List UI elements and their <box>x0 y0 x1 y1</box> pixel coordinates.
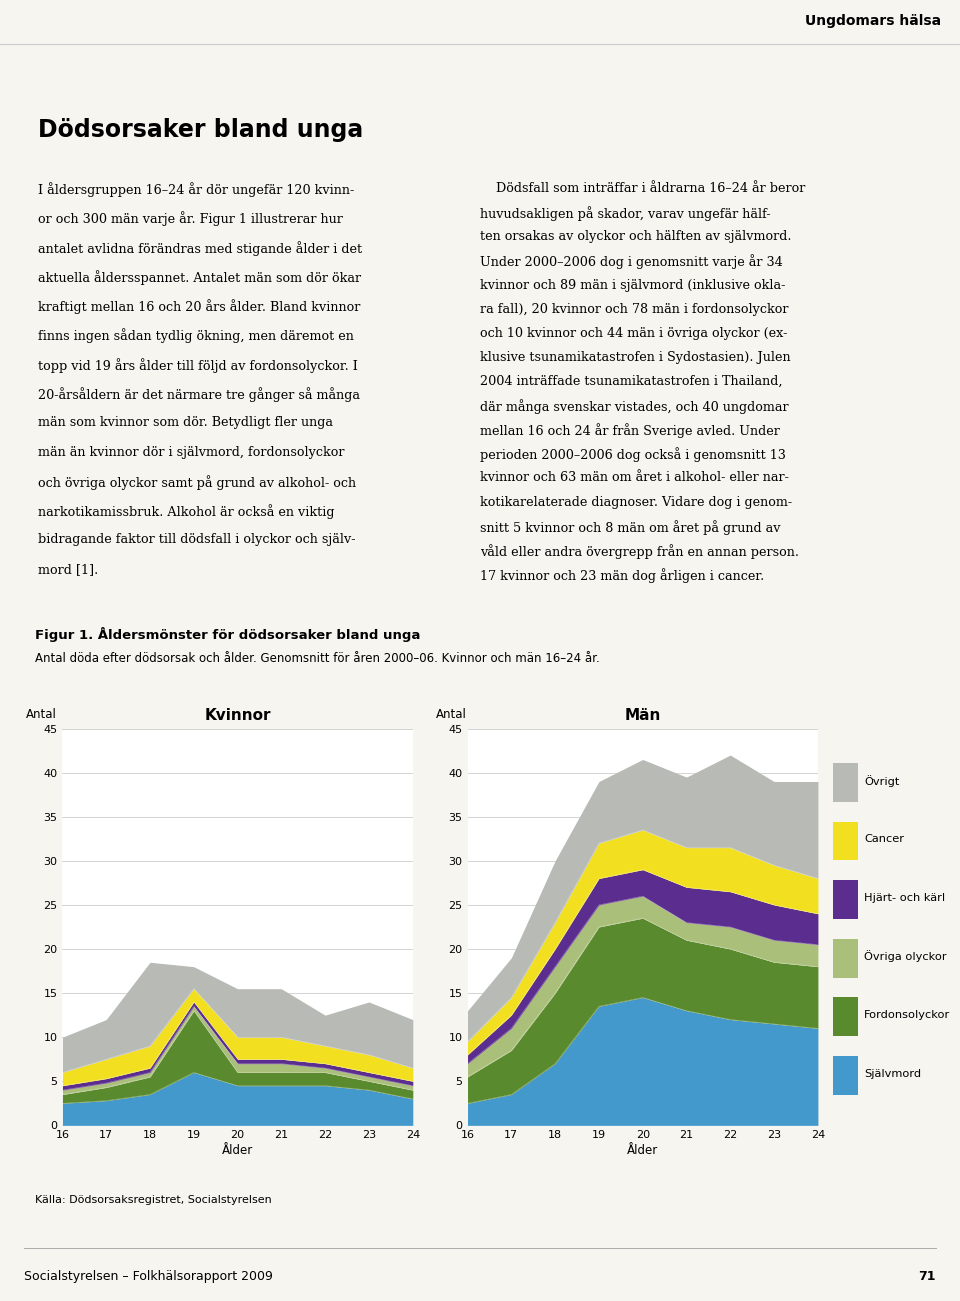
Text: kvinnor och 63 män om året i alkohol- eller nar-: kvinnor och 63 män om året i alkohol- el… <box>480 471 789 484</box>
Bar <box>833 881 857 919</box>
Text: mord [1].: mord [1]. <box>38 562 99 575</box>
Text: Övriga olyckor: Övriga olyckor <box>864 951 947 963</box>
Text: antalet avlidna förändras med stigande ålder i det: antalet avlidna förändras med stigande å… <box>38 241 363 255</box>
Bar <box>833 1056 857 1094</box>
Text: våld eller andra övergrepp från en annan person.: våld eller andra övergrepp från en annan… <box>480 544 799 558</box>
Text: narkotikamissbruk. Alkohol är också en viktig: narkotikamissbruk. Alkohol är också en v… <box>38 503 335 519</box>
Text: Hjärt- och kärl: Hjärt- och kärl <box>864 892 946 903</box>
Text: aktuella åldersspannet. Antalet män som dör ökar: aktuella åldersspannet. Antalet män som … <box>38 271 362 285</box>
Text: topp vid 19 års ålder till följd av fordonsolyckor. I: topp vid 19 års ålder till följd av ford… <box>38 358 358 372</box>
Text: Under 2000–2006 dog i genomsnitt varje år 34: Under 2000–2006 dog i genomsnitt varje å… <box>480 255 782 269</box>
Text: män som kvinnor som dör. Betydligt fler unga: män som kvinnor som dör. Betydligt fler … <box>38 416 333 429</box>
Text: snitt 5 kvinnor och 8 män om året på grund av: snitt 5 kvinnor och 8 män om året på gru… <box>480 519 780 535</box>
Text: Socialstyrelsen – Folkhälsorapport 2009: Socialstyrelsen – Folkhälsorapport 2009 <box>24 1270 273 1283</box>
Text: huvudsakligen på skador, varav ungefär hälf-: huvudsakligen på skador, varav ungefär h… <box>480 207 771 221</box>
Text: ten orsakas av olyckor och hälften av självmord.: ten orsakas av olyckor och hälften av sj… <box>480 230 791 243</box>
Text: Ungdomars hälsa: Ungdomars hälsa <box>804 14 941 29</box>
Text: och övriga olyckor samt på grund av alkohol- och: och övriga olyckor samt på grund av alko… <box>38 475 356 489</box>
Title: Män: Män <box>625 708 660 723</box>
Text: Antal döda efter dödsorsak och ålder. Genomsnitt för åren 2000–06. Kvinnor och m: Antal döda efter dödsorsak och ålder. Ge… <box>35 652 600 665</box>
Text: Fordonsolyckor: Fordonsolyckor <box>864 1010 950 1020</box>
Text: or och 300 män varje år. Figur 1 illustrerar hur: or och 300 män varje år. Figur 1 illustr… <box>38 211 344 226</box>
Text: 2004 inträffade tsunamikatastrofen i Thailand,: 2004 inträffade tsunamikatastrofen i Tha… <box>480 375 782 388</box>
Text: Figur 1. Åldersmönster för dödsorsaker bland unga: Figur 1. Åldersmönster för dödsorsaker b… <box>35 627 420 641</box>
Bar <box>833 939 857 977</box>
Text: Självmord: Självmord <box>864 1068 922 1079</box>
Text: klusive tsunamikatastrofen i Sydostasien). Julen: klusive tsunamikatastrofen i Sydostasien… <box>480 351 791 364</box>
Bar <box>833 764 857 801</box>
Text: Cancer: Cancer <box>864 834 904 844</box>
Bar <box>833 998 857 1036</box>
Text: bidragande faktor till dödsfall i olyckor och själv-: bidragande faktor till dödsfall i olycko… <box>38 533 356 546</box>
Title: Kvinnor: Kvinnor <box>204 708 271 723</box>
Text: 71: 71 <box>919 1270 936 1283</box>
Text: Övrigt: Övrigt <box>864 775 900 787</box>
Text: I åldersgruppen 16–24 år dör ungefär 120 kvinn-: I åldersgruppen 16–24 år dör ungefär 120… <box>38 182 354 196</box>
Text: kvinnor och 89 män i självmord (inklusive okla-: kvinnor och 89 män i självmord (inklusiv… <box>480 278 785 291</box>
Text: finns ingen sådan tydlig ökning, men däremot en: finns ingen sådan tydlig ökning, men där… <box>38 328 354 343</box>
Text: män än kvinnor dör i självmord, fordonsolyckor: män än kvinnor dör i självmord, fordonso… <box>38 445 345 458</box>
Text: kotikarelaterade diagnoser. Vidare dog i genom-: kotikarelaterade diagnoser. Vidare dog i… <box>480 496 792 509</box>
Text: Källa: Dödsorsaksregistret, Socialstyrelsen: Källa: Dödsorsaksregistret, Socialstyrel… <box>35 1196 272 1206</box>
Text: Dödsorsaker bland unga: Dödsorsaker bland unga <box>38 118 364 142</box>
Text: där många svenskar vistades, och 40 ungdomar: där många svenskar vistades, och 40 ungd… <box>480 399 788 414</box>
Bar <box>833 822 857 860</box>
Text: 17 kvinnor och 23 män dog årligen i cancer.: 17 kvinnor och 23 män dog årligen i canc… <box>480 567 764 583</box>
Text: ra fall), 20 kvinnor och 78 män i fordonsolyckor: ra fall), 20 kvinnor och 78 män i fordon… <box>480 303 788 316</box>
Text: och 10 kvinnor och 44 män i övriga olyckor (ex-: och 10 kvinnor och 44 män i övriga olyck… <box>480 327 787 340</box>
Text: Antal: Antal <box>26 708 57 721</box>
Text: Dödsfall som inträffar i åldrarna 16–24 år beror: Dödsfall som inträffar i åldrarna 16–24 … <box>480 182 805 195</box>
Text: mellan 16 och 24 år från Sverige avled. Under: mellan 16 och 24 år från Sverige avled. … <box>480 423 780 438</box>
X-axis label: Ålder: Ålder <box>222 1145 253 1158</box>
X-axis label: Ålder: Ålder <box>627 1145 659 1158</box>
Text: kraftigt mellan 16 och 20 års ålder. Bland kvinnor: kraftigt mellan 16 och 20 års ålder. Bla… <box>38 299 361 314</box>
Text: Antal: Antal <box>436 708 467 721</box>
Text: 20-årsåldern är det närmare tre gånger så många: 20-årsåldern är det närmare tre gånger s… <box>38 386 360 402</box>
Text: perioden 2000–2006 dog också i genomsnitt 13: perioden 2000–2006 dog också i genomsnit… <box>480 448 786 462</box>
